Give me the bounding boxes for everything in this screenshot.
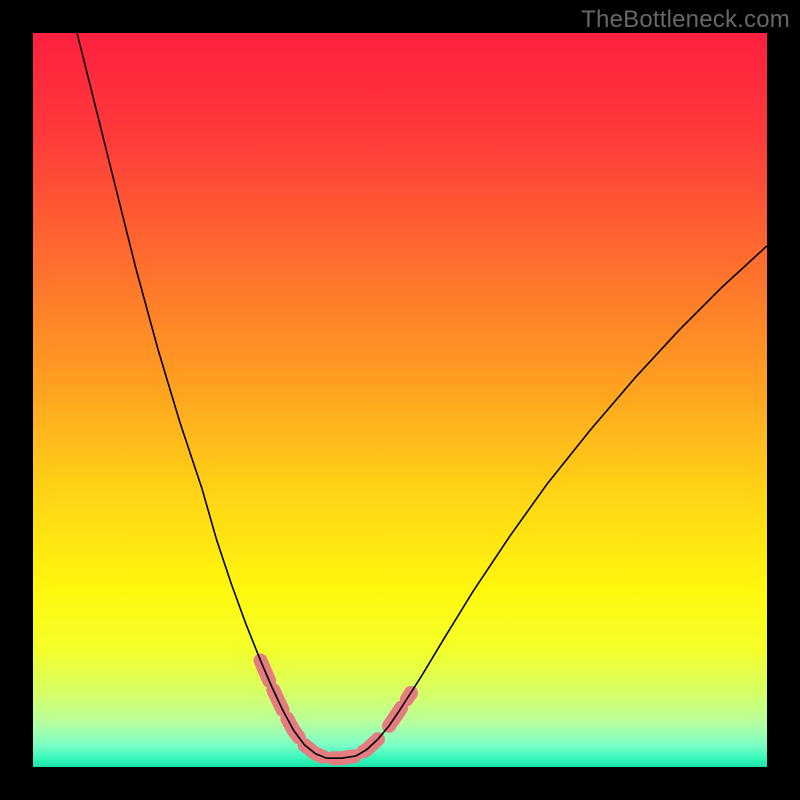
plot-background	[33, 33, 767, 767]
chart-stage: TheBottleneck.com	[0, 0, 800, 800]
bottleneck-chart	[0, 0, 800, 800]
watermark-label: TheBottleneck.com	[581, 6, 790, 34]
